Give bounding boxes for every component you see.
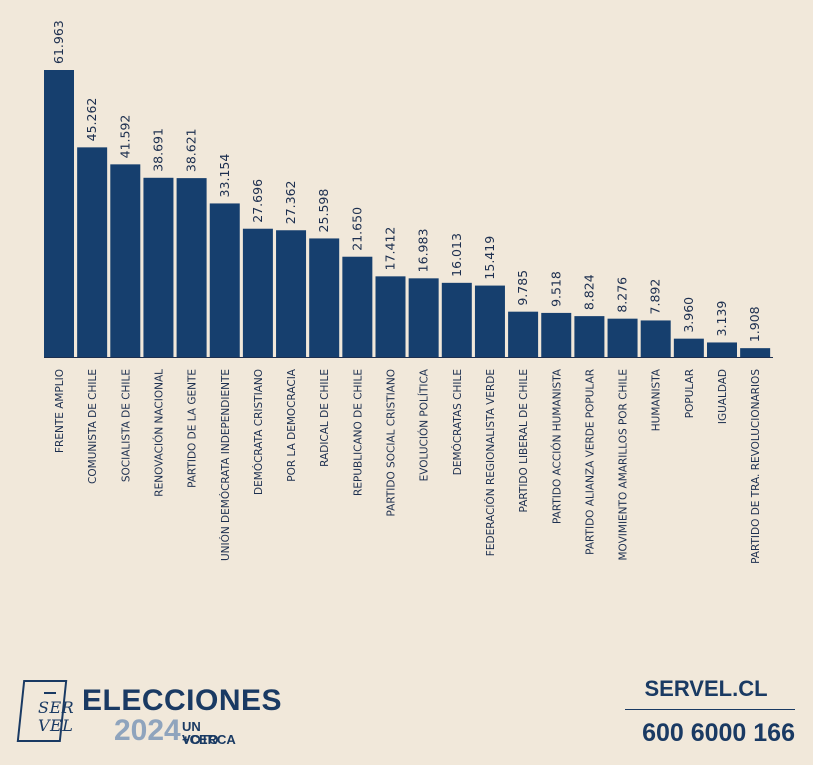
bar-7 <box>242 228 273 357</box>
bar-22 <box>740 348 771 357</box>
value-label-15: 9.785 <box>515 270 530 306</box>
value-label-3: 41.592 <box>117 115 132 159</box>
category-label-22: PARTIDO DE TRA. REVOLUCIONARIOS <box>750 369 762 564</box>
bar-13 <box>441 282 472 357</box>
category-label-19: HUMANISTA <box>651 368 663 431</box>
value-label-1: 61.963 <box>51 20 66 64</box>
value-label-4: 38.691 <box>150 128 165 172</box>
bar-11 <box>375 276 406 357</box>
servel-logo-text-top: SER <box>38 698 75 717</box>
category-label-2: COMUNISTA DE CHILE <box>87 369 99 484</box>
tagline-line-2: +CERCA <box>182 732 236 747</box>
category-label-8: POR LA DEMOCRACIA <box>286 368 298 482</box>
bar-1 <box>44 70 74 357</box>
category-label-13: DEMÓCRATAS CHILE <box>451 369 464 475</box>
bar-4 <box>143 177 174 357</box>
category-label-18: MOVIMIENTO AMARILLOS POR CHILE <box>618 369 630 561</box>
category-label-9: RADICAL DE CHILE <box>319 369 331 467</box>
category-label-1: FRENTE AMPLIO <box>54 369 66 453</box>
bar-3 <box>110 164 141 357</box>
servel-logo-mark <box>44 692 56 694</box>
bar-14 <box>474 285 505 357</box>
contact-divider <box>625 709 795 710</box>
value-label-5: 38.621 <box>184 128 199 172</box>
value-label-20: 3.960 <box>681 297 696 333</box>
category-label-17: PARTIDO ALIANZA VERDE POPULAR <box>584 369 596 555</box>
category-label-14: FEDERACIÓN REGIONALISTA VERDE <box>484 369 497 556</box>
value-label-21: 3.139 <box>714 301 729 337</box>
bar-17 <box>574 316 605 357</box>
elections-title: ELECCIONES <box>82 684 283 717</box>
category-label-6: UNIÓN DEMÓCRATA INDEPENDIENTE <box>219 369 232 561</box>
category-label-5: PARTIDO DE LA GENTE <box>187 369 199 488</box>
value-label-12: 16.983 <box>416 229 431 273</box>
category-label-16: PARTIDO ACCIÓN HUMANISTA <box>550 368 563 524</box>
value-label-7: 27.696 <box>250 179 265 223</box>
bar-16 <box>541 312 572 357</box>
bar-18 <box>607 318 638 357</box>
bar-8 <box>276 230 307 357</box>
category-label-15: PARTIDO LIBERAL DE CHILE <box>518 369 530 512</box>
value-label-13: 16.013 <box>449 233 464 277</box>
value-label-10: 21.650 <box>349 207 364 251</box>
elections-year: 2024 <box>114 714 181 747</box>
value-label-6: 33.154 <box>217 154 232 198</box>
value-labels-group: 61.963 45.262 41.592 38.691 38.621 33.154 27.6… <box>51 20 762 342</box>
value-label-16: 9.518 <box>548 271 563 307</box>
bar-21 <box>707 342 737 357</box>
category-label-7: DEMÓCRATA CRISTIANO <box>252 369 265 495</box>
category-label-21: IGUALDAD <box>717 369 729 424</box>
website-link[interactable]: SERVEL.CL <box>644 676 768 701</box>
bar-12 <box>408 278 439 357</box>
phone-number[interactable]: 600 6000 166 <box>642 719 795 747</box>
bar-20 <box>673 338 704 357</box>
contact-block: SERVEL.CL 600 6000 166 <box>625 676 795 747</box>
tagline-line-1: UN VOTO <box>182 719 219 747</box>
category-label-4: RENOVACIÓN NACIONAL <box>152 369 165 497</box>
bar-chart: 61.963 45.262 41.592 38.691 38.621 33.154 27.6… <box>44 20 773 564</box>
bar-15 <box>508 311 539 357</box>
bar-2 <box>77 147 108 357</box>
bar-19 <box>640 320 671 357</box>
bar-9 <box>309 238 340 357</box>
value-label-11: 17.412 <box>383 227 398 271</box>
value-label-2: 45.262 <box>84 98 99 142</box>
value-label-18: 8.276 <box>615 277 630 313</box>
value-label-9: 25.598 <box>316 189 331 233</box>
value-label-19: 7.892 <box>648 279 663 315</box>
bar-5 <box>176 178 207 357</box>
category-label-3: SOCIALISTA DE CHILE <box>120 369 132 482</box>
category-label-12: EVOLUCIÓN POLÍTICA <box>418 368 431 481</box>
value-label-22: 1.908 <box>747 306 762 342</box>
category-label-10: REPUBLICANO DE CHILE <box>352 369 364 496</box>
value-label-17: 8.824 <box>581 274 596 310</box>
category-label-11: PARTIDO SOCIAL CRISTIANO <box>386 369 398 517</box>
category-label-20: POPULAR <box>684 369 696 418</box>
bar-10 <box>342 256 373 357</box>
bars-group <box>44 70 771 357</box>
servel-logo-text-bottom: VEL <box>38 716 74 735</box>
value-label-8: 27.362 <box>283 181 298 225</box>
value-label-14: 15.419 <box>482 236 497 280</box>
category-labels-group: FRENTE AMPLIO COMUNISTA DE CHILE SOCIALIST… <box>54 368 762 564</box>
bar-6 <box>209 203 240 357</box>
